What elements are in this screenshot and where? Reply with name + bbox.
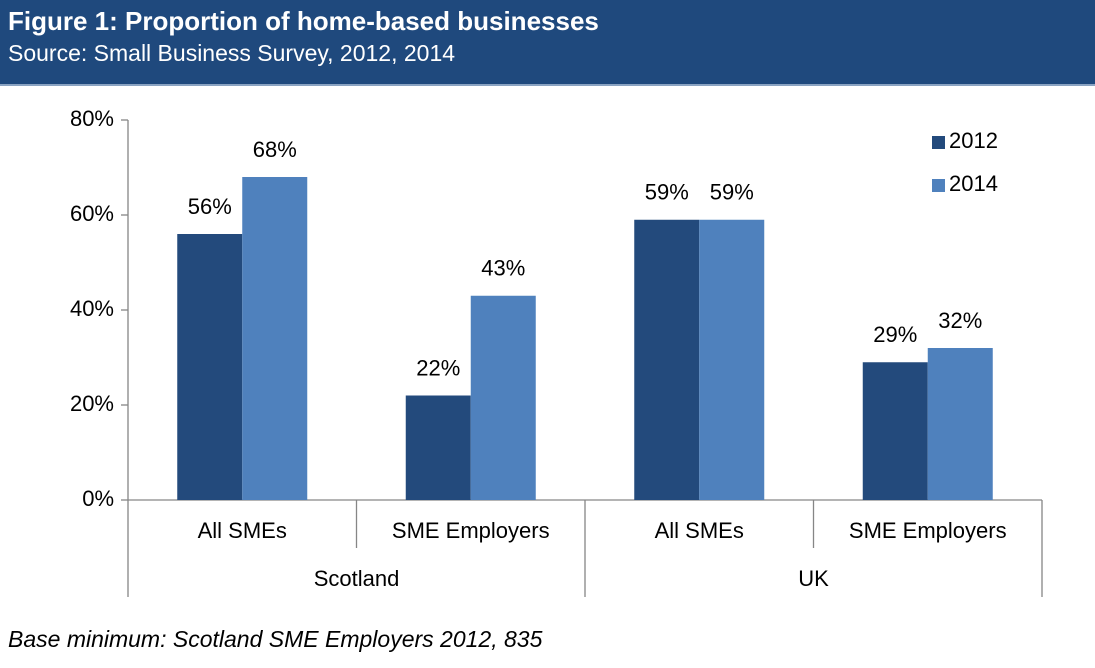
group-label: UK — [798, 566, 829, 591]
chart-title: Figure 1: Proportion of home-based busin… — [8, 6, 599, 36]
group-label: Scotland — [314, 566, 400, 591]
footnote: Base minimum: Scotland SME Employers 201… — [8, 626, 543, 652]
data-label: 68% — [253, 137, 297, 162]
data-label: 32% — [938, 308, 982, 333]
y-tick-label: 60% — [70, 201, 114, 226]
data-label: 43% — [481, 256, 525, 281]
legend-label: 2012 — [949, 128, 998, 153]
bar — [699, 219, 765, 500]
legend-swatch — [932, 136, 945, 149]
data-label: 22% — [416, 355, 460, 380]
bar — [862, 362, 928, 500]
y-tick-label: 20% — [70, 391, 114, 416]
header: Figure 1: Proportion of home-based busin… — [0, 0, 1095, 86]
bar — [927, 348, 993, 500]
data-label: 59% — [645, 180, 689, 205]
bar — [470, 295, 536, 500]
x-tick-label: SME Employers — [392, 518, 550, 543]
x-tick-label: All SMEs — [198, 518, 287, 543]
y-tick-label: 0% — [82, 486, 114, 511]
x-tick-label: SME Employers — [849, 518, 1007, 543]
data-label: 59% — [710, 180, 754, 205]
bar — [405, 395, 471, 500]
legend-label: 2014 — [949, 171, 998, 196]
y-tick-label: 80% — [70, 106, 114, 131]
data-label: 29% — [873, 322, 917, 347]
data-label: 56% — [188, 194, 232, 219]
bar — [242, 177, 308, 500]
chart-subtitle: Source: Small Business Survey, 2012, 201… — [8, 40, 456, 66]
y-tick-label: 40% — [70, 296, 114, 321]
bar — [634, 219, 700, 500]
x-tick-label: All SMEs — [655, 518, 744, 543]
bar — [177, 234, 243, 500]
legend-swatch — [932, 179, 945, 192]
